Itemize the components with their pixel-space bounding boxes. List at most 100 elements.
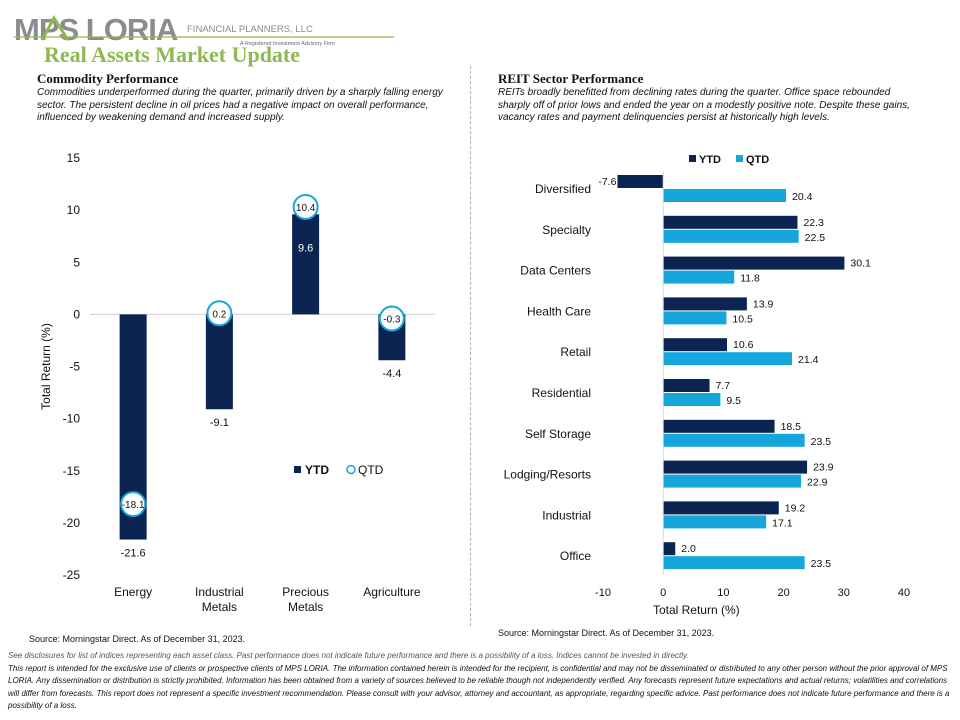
ytd-bar-diversified [617, 175, 664, 188]
x-category-label: Industrial [195, 585, 244, 599]
qtd-bar-specialty [663, 229, 799, 243]
logo-chevron-icon [40, 15, 70, 41]
reit-section-title: REIT Sector Performance [498, 71, 644, 86]
ytd-data-label: -9.1 [210, 417, 229, 429]
qtd-marker [378, 305, 405, 332]
qtd-bar-retail [663, 352, 793, 366]
commodity-section-title: Commodity Performance [37, 71, 179, 86]
legend-qtd-marker [346, 464, 356, 475]
ytd-data-label: 22.3 [803, 217, 824, 229]
legend-qtd-swatch [736, 155, 743, 162]
ytd-data-label: 13.9 [753, 298, 774, 310]
y-tick-label: 0 [73, 307, 80, 321]
ytd-data-label: 10.6 [733, 339, 754, 351]
category-label: Health Care [527, 304, 591, 318]
qtd-data-label: 20.4 [792, 191, 813, 203]
qtd-data-label: -18.1 [122, 500, 145, 511]
x-tick-label: 0 [660, 587, 666, 599]
ytd-data-label: 9.6 [298, 242, 313, 254]
legend-ytd-swatch [689, 155, 696, 162]
qtd-marker [120, 491, 147, 518]
category-label: Self Storage [525, 427, 591, 441]
legend-ytd-label: YTD [699, 154, 721, 166]
disclosure-legal: This report is intended for the exclusiv… [8, 663, 950, 711]
qtd-data-label: 0.2 [212, 309, 226, 320]
category-label: Industrial [542, 508, 591, 522]
x-category-label: Metals [202, 600, 237, 614]
qtd-bar-industrial [663, 515, 767, 529]
qtd-data-label: 10.5 [732, 313, 753, 325]
y-tick-label: -5 [69, 360, 80, 374]
qtd-data-label: 22.9 [807, 477, 828, 489]
y-axis-label: Total Return (%) [39, 323, 53, 410]
qtd-data-label: 17.1 [772, 517, 793, 529]
category-label: Lodging/Resorts [504, 468, 591, 482]
ytd-bar-specialty [663, 215, 798, 229]
category-label: Residential [532, 386, 591, 400]
ytd-data-label: 18.5 [781, 421, 802, 433]
ytd-bar-industrial [663, 501, 779, 515]
qtd-data-label: 21.4 [798, 354, 819, 366]
ytd-bar-residential [663, 379, 710, 392]
ytd-bar-health-care [663, 297, 747, 311]
ytd-bar-precious-metals [292, 214, 320, 315]
ytd-bar-lodging-resorts [663, 460, 808, 474]
qtd-bar-data-centers [663, 270, 735, 284]
category-label: Office [560, 549, 591, 563]
qtd-data-label: 10.4 [296, 203, 316, 214]
qtd-data-label: 22.5 [805, 232, 826, 244]
qtd-bar-residential [663, 393, 721, 406]
ytd-bar-office [663, 542, 676, 556]
commodity-source-note: Source: Morningstar Direct. As of Decemb… [29, 634, 246, 644]
ytd-data-label: 7.7 [716, 380, 731, 392]
y-tick-label: -10 [63, 412, 81, 426]
reit-source-note: Source: Morningstar Direct. As of Decemb… [498, 628, 715, 638]
y-tick-label: 5 [73, 255, 80, 269]
qtd-bar-self-storage [663, 433, 805, 447]
logo-graphic: MPS LORIA FINANCIAL PLANNERS, LLC A Regi… [14, 12, 394, 47]
ytd-bar-self-storage [663, 419, 775, 433]
qtd-bar-health-care [663, 311, 727, 325]
qtd-data-label: 23.5 [811, 558, 832, 570]
disclosures: See disclosures for list of indices repr… [8, 650, 952, 713]
x-tick-label: 30 [838, 587, 850, 599]
y-tick-label: -25 [63, 568, 81, 582]
qtd-data-label: 9.5 [726, 395, 741, 407]
ytd-data-label: 23.9 [813, 462, 834, 474]
disclosure-indices: See disclosures for list of indices repr… [8, 651, 689, 660]
ytd-data-label: -4.4 [382, 368, 401, 380]
ytd-data-label: 2.0 [681, 543, 696, 555]
x-tick-label: -10 [595, 587, 611, 599]
y-tick-label: -15 [63, 464, 81, 478]
ytd-bar-data-centers [663, 256, 845, 270]
qtd-data-label: -0.3 [383, 315, 401, 326]
y-tick-label: 10 [67, 203, 81, 217]
y-tick-label: 15 [67, 151, 81, 165]
category-label: Specialty [542, 223, 591, 237]
x-category-label: Energy [114, 585, 152, 599]
x-category-label: Metals [288, 600, 323, 614]
x-category-label: Precious [282, 585, 329, 599]
qtd-marker [206, 300, 233, 327]
qtd-bar-office [663, 556, 805, 570]
x-tick-label: 20 [777, 587, 789, 599]
x-tick-label: 10 [717, 587, 729, 599]
legend-ytd-swatch [294, 466, 301, 473]
category-label: Data Centers [520, 264, 591, 278]
x-tick-label: 40 [898, 587, 910, 599]
qtd-bar-diversified [663, 189, 787, 202]
logo-wordmark: MPS LORIA [14, 12, 178, 47]
section-divider [470, 66, 471, 626]
commodity-performance-chart: 15 10 5 0 -5 -10 -15 -20 -25 Total Return (%) -21.… [39, 151, 435, 614]
ytd-bar-industrial-metals [205, 314, 233, 410]
logo-tagline: A Registered Investment Advisory Firm [240, 41, 335, 47]
qtd-bar-lodging-resorts [663, 474, 802, 488]
reit-description: REITs broadly benefitted from declining … [498, 87, 910, 123]
commodity-description: Commodities underperformed during the qu… [37, 87, 443, 123]
page-title: Real Assets Market Update [44, 42, 301, 67]
x-axis-label: Total Return (%) [653, 603, 740, 617]
legend-qtd-label: QTD [358, 463, 384, 477]
ytd-data-label: -21.6 [121, 548, 146, 560]
category-label: Diversified [535, 182, 591, 196]
